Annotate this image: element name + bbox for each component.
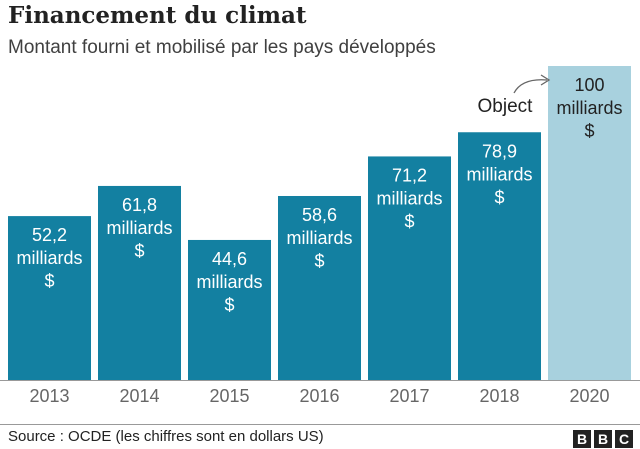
data-label: milliards bbox=[106, 218, 172, 238]
chart-subtitle: Montant fourni et mobilisé par les pays … bbox=[8, 37, 436, 58]
bar bbox=[458, 132, 541, 380]
x-tick-label: 2017 bbox=[389, 386, 429, 406]
data-label: milliards bbox=[286, 228, 352, 248]
data-label: 61,8 bbox=[122, 195, 157, 215]
data-label: $ bbox=[584, 121, 594, 141]
bar-chart: 52,2 milliards $2013 61,8 milliards $2014 44,6… bbox=[0, 66, 640, 406]
bar bbox=[278, 195, 361, 380]
data-label: 58,6 bbox=[302, 205, 337, 225]
data-label: $ bbox=[314, 251, 324, 271]
bar bbox=[548, 66, 631, 380]
bar bbox=[188, 239, 271, 380]
logo-letter: B bbox=[594, 430, 612, 448]
data-label: 100 bbox=[574, 75, 604, 95]
footer-divider bbox=[0, 424, 640, 425]
data-label: milliards bbox=[16, 248, 82, 268]
x-tick-label: 2016 bbox=[299, 386, 339, 406]
x-tick-label: 2015 bbox=[209, 386, 249, 406]
data-label: $ bbox=[404, 211, 414, 231]
x-tick-label: 2020 bbox=[569, 386, 609, 406]
annotation-label: Object bbox=[478, 96, 534, 117]
data-label: 78,9 bbox=[482, 141, 517, 161]
source-note: Source : OCDE (les chiffres sont en doll… bbox=[8, 428, 324, 445]
data-label: 52,2 bbox=[32, 225, 67, 245]
data-label: milliards bbox=[556, 98, 622, 118]
bbc-logo: B B C bbox=[573, 430, 633, 448]
x-tick-label: 2014 bbox=[119, 386, 159, 406]
arrow-head-icon bbox=[540, 74, 551, 86]
logo-letter: C bbox=[615, 430, 633, 448]
x-tick-label: 2013 bbox=[29, 386, 69, 406]
data-label: milliards bbox=[466, 164, 532, 184]
data-label: $ bbox=[134, 241, 144, 261]
data-label: 71,2 bbox=[392, 165, 427, 185]
annotation-arrow bbox=[513, 79, 548, 94]
logo-letter: B bbox=[573, 430, 591, 448]
data-label: 44,6 bbox=[212, 249, 247, 269]
bar bbox=[8, 216, 91, 380]
x-tick-label: 2018 bbox=[479, 386, 519, 406]
data-label: $ bbox=[494, 187, 504, 207]
bar bbox=[368, 156, 451, 380]
data-label: milliards bbox=[376, 188, 442, 208]
data-label: $ bbox=[224, 295, 234, 315]
chart-title: Financement du climat bbox=[8, 2, 307, 29]
bar bbox=[98, 185, 181, 380]
data-label: $ bbox=[44, 271, 54, 291]
data-label: milliards bbox=[196, 272, 262, 292]
